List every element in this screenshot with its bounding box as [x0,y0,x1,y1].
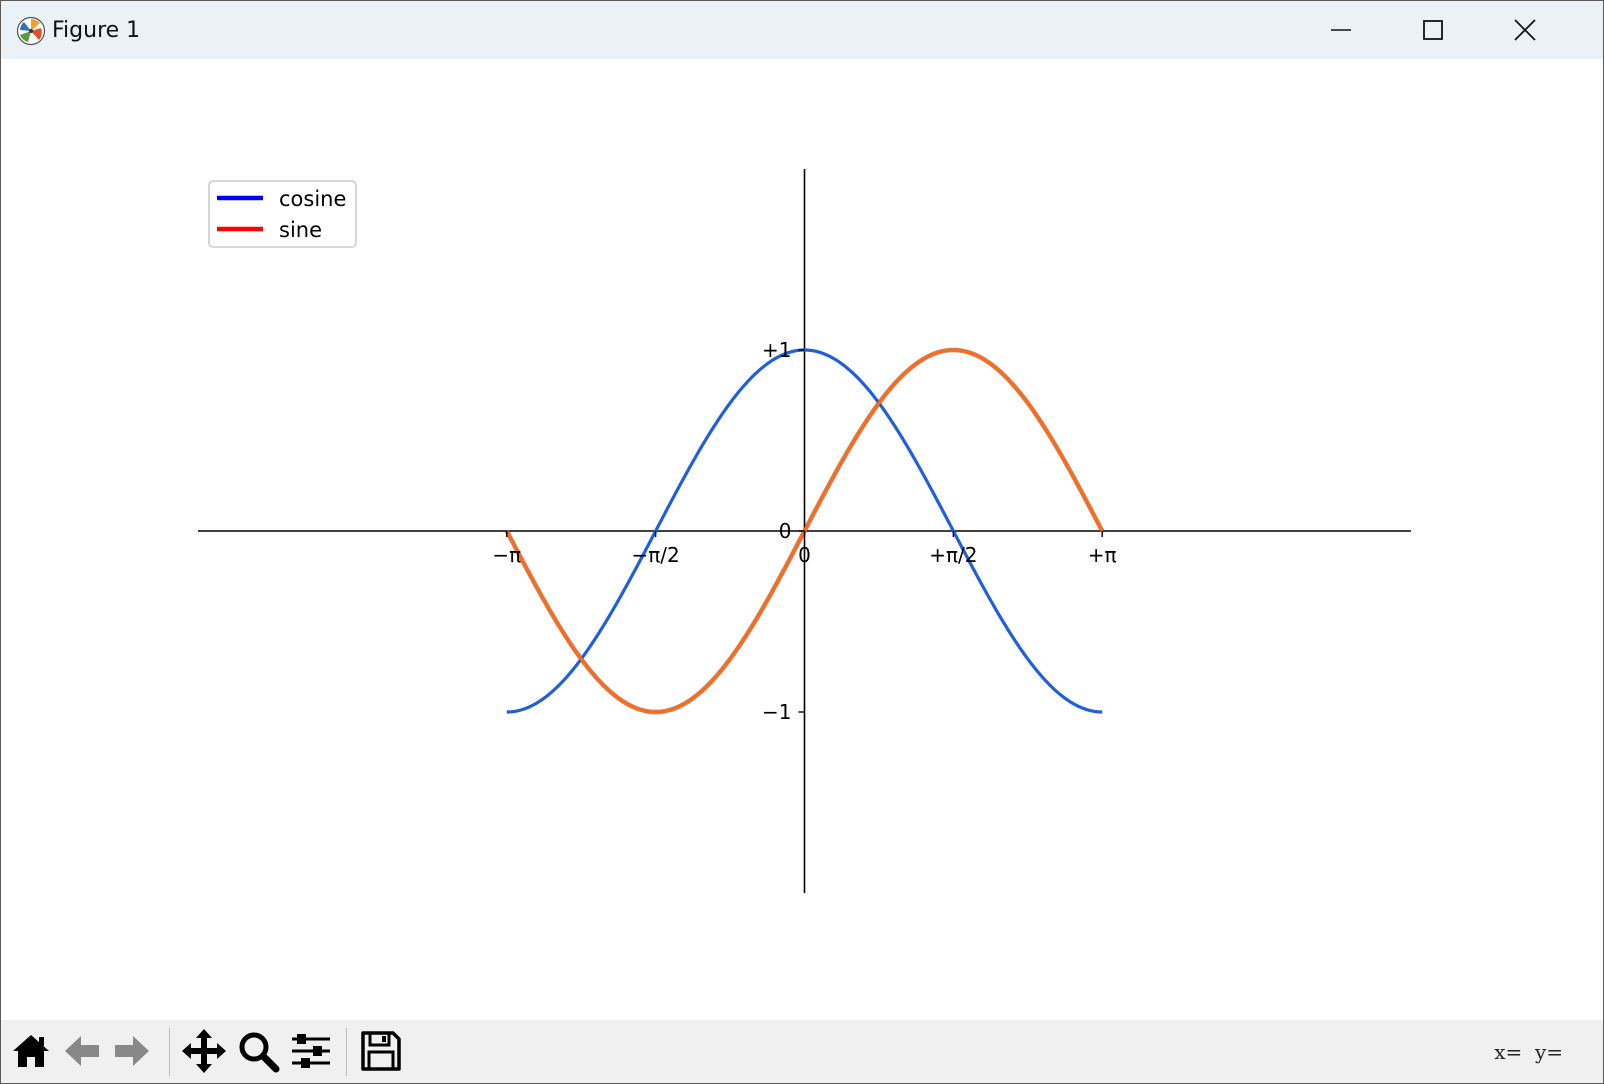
floppy-icon [361,1031,401,1071]
figure-canvas[interactable]: −π −π/2 0 +π/2 +π −1 0 +1 cosine sine [1,59,1603,1020]
close-icon [1514,19,1536,41]
navigation-toolbar: x= y= [1,1020,1603,1083]
x-tick-label: −π/2 [632,543,680,567]
close-button[interactable] [1479,1,1571,59]
arrow-left-icon [65,1036,99,1066]
minimize-button[interactable] [1295,1,1387,59]
matplotlib-logo-icon [16,16,46,46]
y-tick-label: +1 [762,338,791,362]
home-icon [13,1035,49,1067]
legend-label-sine: sine [279,218,322,242]
minimize-icon [1331,29,1351,31]
x-tick-label: 0 [798,543,811,567]
x-tick-label: −π [492,543,521,567]
save-button[interactable] [358,1028,404,1074]
configure-subplots-button[interactable] [288,1028,334,1074]
forward-button[interactable] [109,1028,155,1074]
cursor-coordinates: x= y= [1494,1040,1563,1064]
title-bar: Figure 1 [1,1,1603,59]
y-tick-label: 0 [779,519,792,543]
x-tick-label: +π [1088,543,1117,567]
zoom-button[interactable] [235,1028,281,1074]
maximize-button[interactable] [1387,1,1479,59]
move-icon [182,1029,226,1073]
x-tick-label: +π/2 [929,543,977,567]
plot-svg: −π −π/2 0 +π/2 +π −1 0 +1 cosine sine [198,169,1411,893]
home-button[interactable] [8,1028,54,1074]
pan-button[interactable] [181,1028,227,1074]
toolbar-separator [346,1028,347,1076]
y-tick-label: −1 [762,700,791,724]
arrow-right-icon [115,1036,149,1066]
legend-label-cosine: cosine [279,187,346,211]
window-title: Figure 1 [52,18,141,43]
sliders-icon [292,1034,330,1068]
magnifier-icon [239,1032,280,1073]
maximize-icon [1423,20,1443,40]
toolbar-separator [169,1028,170,1076]
back-button[interactable] [59,1028,105,1074]
